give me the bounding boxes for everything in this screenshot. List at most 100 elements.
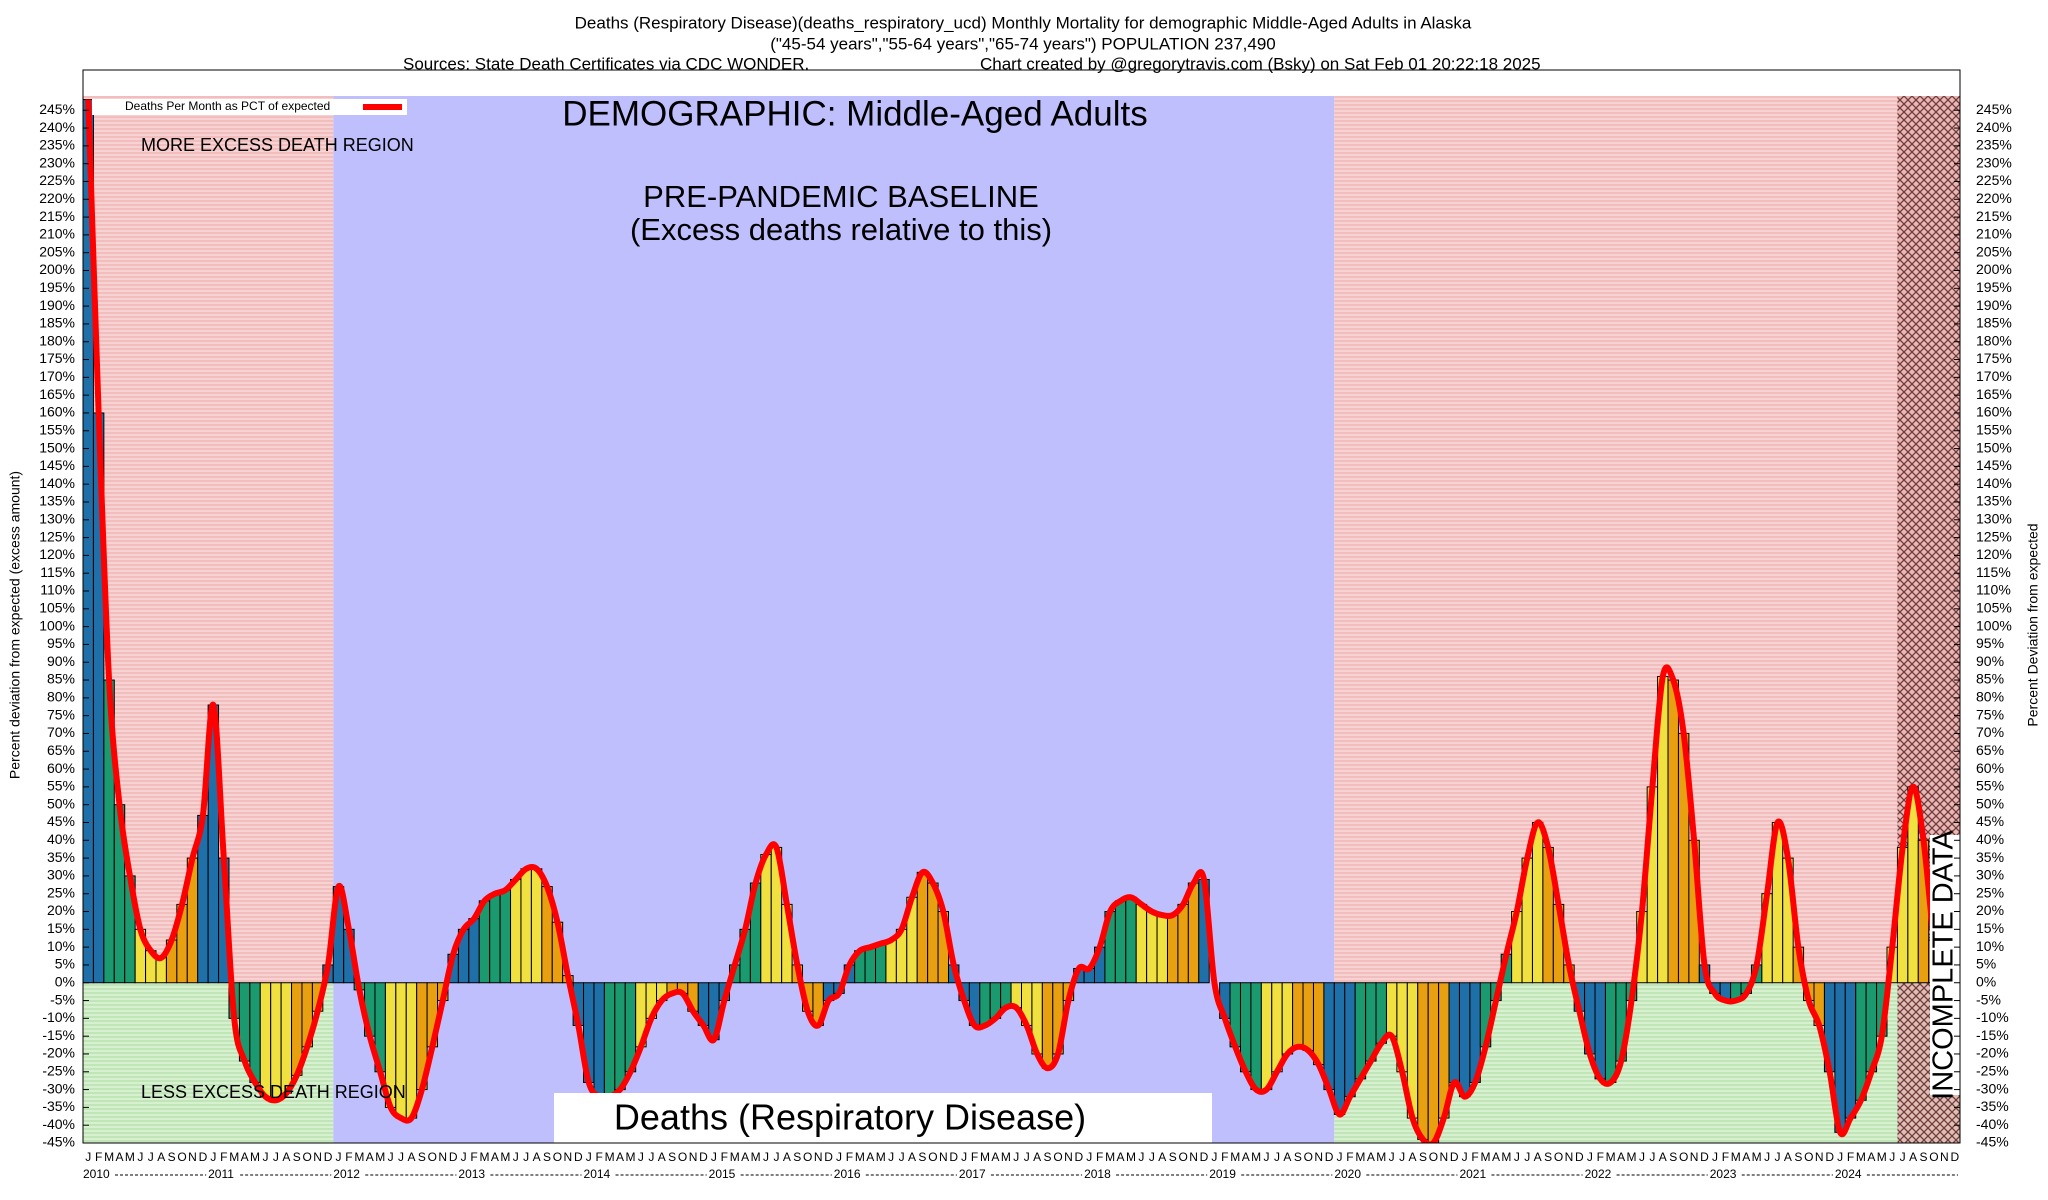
x-tick-label: F bbox=[345, 1150, 352, 1164]
x-tick-label: M bbox=[375, 1150, 385, 1164]
y2-tick-label: 60% bbox=[1976, 760, 2004, 776]
bar bbox=[1385, 982, 1398, 1037]
x-tick-label: S bbox=[1169, 1150, 1177, 1164]
bar bbox=[1604, 982, 1617, 1083]
y2-tick-label: 120% bbox=[1976, 546, 2012, 562]
bar bbox=[259, 982, 272, 1098]
x-tick-label: F bbox=[1471, 1150, 1478, 1164]
x-tick-label: M bbox=[1752, 1150, 1762, 1164]
y2-tick-label: 145% bbox=[1976, 457, 2012, 473]
y2-tick-label: 165% bbox=[1976, 386, 2012, 402]
x-tick-label: N bbox=[1565, 1150, 1574, 1164]
y2-tick-label: 130% bbox=[1976, 510, 2012, 526]
y-tick-label: 90% bbox=[47, 653, 75, 669]
x-tick-label: D bbox=[824, 1150, 833, 1164]
bar bbox=[489, 893, 501, 984]
y2-tick-label: 175% bbox=[1976, 350, 2012, 366]
x-tick-label: F bbox=[1221, 1150, 1228, 1164]
bar bbox=[249, 982, 261, 1083]
bar bbox=[468, 918, 480, 984]
y2-tick-label: 205% bbox=[1976, 243, 2012, 259]
bar bbox=[760, 854, 772, 984]
bar bbox=[1531, 821, 1544, 984]
x-tick-label: M bbox=[500, 1150, 510, 1164]
bar bbox=[1156, 914, 1168, 984]
y2-tick-label: 105% bbox=[1976, 600, 2012, 616]
x-tick-label: O bbox=[1929, 1150, 1938, 1164]
y2-tick-label: 140% bbox=[1976, 475, 2012, 491]
x-tick-label: D bbox=[949, 1150, 958, 1164]
bar bbox=[1281, 982, 1294, 1055]
y-tick-label: 200% bbox=[39, 261, 75, 277]
x-tick-label: F bbox=[1096, 1150, 1103, 1164]
x-tick-label: J bbox=[335, 1150, 341, 1164]
y-tick-label: 205% bbox=[39, 243, 75, 259]
legend-box bbox=[92, 99, 407, 115]
y-tick-label: 35% bbox=[47, 849, 75, 865]
y-tick-label: 220% bbox=[39, 190, 75, 206]
x-tick-label: M bbox=[1001, 1150, 1011, 1164]
y-tick-label: 30% bbox=[47, 867, 75, 883]
x-tick-label: O bbox=[1679, 1150, 1688, 1164]
year-label: 2011 bbox=[208, 1167, 234, 1181]
year-label: 2016 bbox=[834, 1167, 861, 1181]
x-tick-label: A bbox=[115, 1150, 123, 1164]
y-tick-label: -35% bbox=[42, 1098, 75, 1114]
bar bbox=[280, 982, 293, 1094]
bar bbox=[155, 957, 167, 984]
y-tick-label: -5% bbox=[50, 991, 75, 1007]
bar bbox=[1292, 982, 1304, 1048]
x-tick-label: J bbox=[1889, 1150, 1895, 1164]
x-tick-label: A bbox=[783, 1150, 791, 1164]
x-tick-label: S bbox=[418, 1150, 426, 1164]
x-tick-label: D bbox=[1950, 1150, 1959, 1164]
x-tick-label: M bbox=[125, 1150, 135, 1164]
y-tick-label: 125% bbox=[39, 528, 75, 544]
y2-tick-label: 40% bbox=[1976, 831, 2004, 847]
y2-tick-label: 220% bbox=[1976, 190, 2012, 206]
y-tick-label: 145% bbox=[39, 457, 75, 473]
x-tick-label: D bbox=[1450, 1150, 1459, 1164]
x-tick-label: M bbox=[479, 1150, 489, 1164]
year-label: 2012 bbox=[333, 1167, 360, 1181]
x-tick-label: J bbox=[1138, 1150, 1144, 1164]
y2-tick-label: 240% bbox=[1976, 119, 2012, 135]
year-label: 2023 bbox=[1710, 1167, 1737, 1181]
y2-tick-label: 185% bbox=[1976, 315, 2012, 331]
year-label: 2022 bbox=[1585, 1167, 1612, 1181]
y-tick-label: 195% bbox=[39, 279, 75, 295]
series-line bbox=[85, 99, 1958, 1143]
y-tick-label: 5% bbox=[55, 956, 75, 972]
x-tick-label: O bbox=[177, 1150, 186, 1164]
y-tick-label: 235% bbox=[39, 137, 75, 153]
x-tick-label: J bbox=[85, 1150, 91, 1164]
credit: Chart created by @gregorytravis.com (Bsk… bbox=[980, 54, 1541, 73]
x-tick-label: D bbox=[199, 1150, 208, 1164]
bar bbox=[499, 889, 512, 984]
bar bbox=[593, 982, 605, 1098]
bar bbox=[1146, 911, 1158, 984]
x-tick-label: N bbox=[438, 1150, 447, 1164]
x-tick-label: A bbox=[366, 1150, 374, 1164]
y-tick-label: 170% bbox=[39, 368, 75, 384]
x-tick-label: M bbox=[250, 1150, 260, 1164]
sources: Sources: State Death Certificates via CD… bbox=[403, 54, 809, 73]
bar bbox=[405, 982, 418, 1119]
x-tick-label: M bbox=[1877, 1150, 1887, 1164]
x-tick-label: J bbox=[1775, 1150, 1781, 1164]
x-tick-label: M bbox=[730, 1150, 740, 1164]
axes: -45% -45% -40% -40% -35% -35% -30% -30% -25% -25%… bbox=[39, 69, 2012, 1181]
y-tick-label: 135% bbox=[39, 493, 75, 509]
x-tick-label: J bbox=[899, 1150, 905, 1164]
x-tick-label: F bbox=[971, 1150, 978, 1164]
x-tick-label: O bbox=[303, 1150, 312, 1164]
y-tick-label: 55% bbox=[47, 778, 75, 794]
x-tick-label: F bbox=[1346, 1150, 1353, 1164]
x-tick-label: M bbox=[104, 1150, 114, 1164]
x-tick-label: J bbox=[1399, 1150, 1405, 1164]
x-tick-label: S bbox=[1294, 1150, 1302, 1164]
y2-tick-label: 95% bbox=[1976, 635, 2004, 651]
x-tick-label: S bbox=[1669, 1150, 1677, 1164]
x-tick-label: J bbox=[1337, 1150, 1343, 1164]
